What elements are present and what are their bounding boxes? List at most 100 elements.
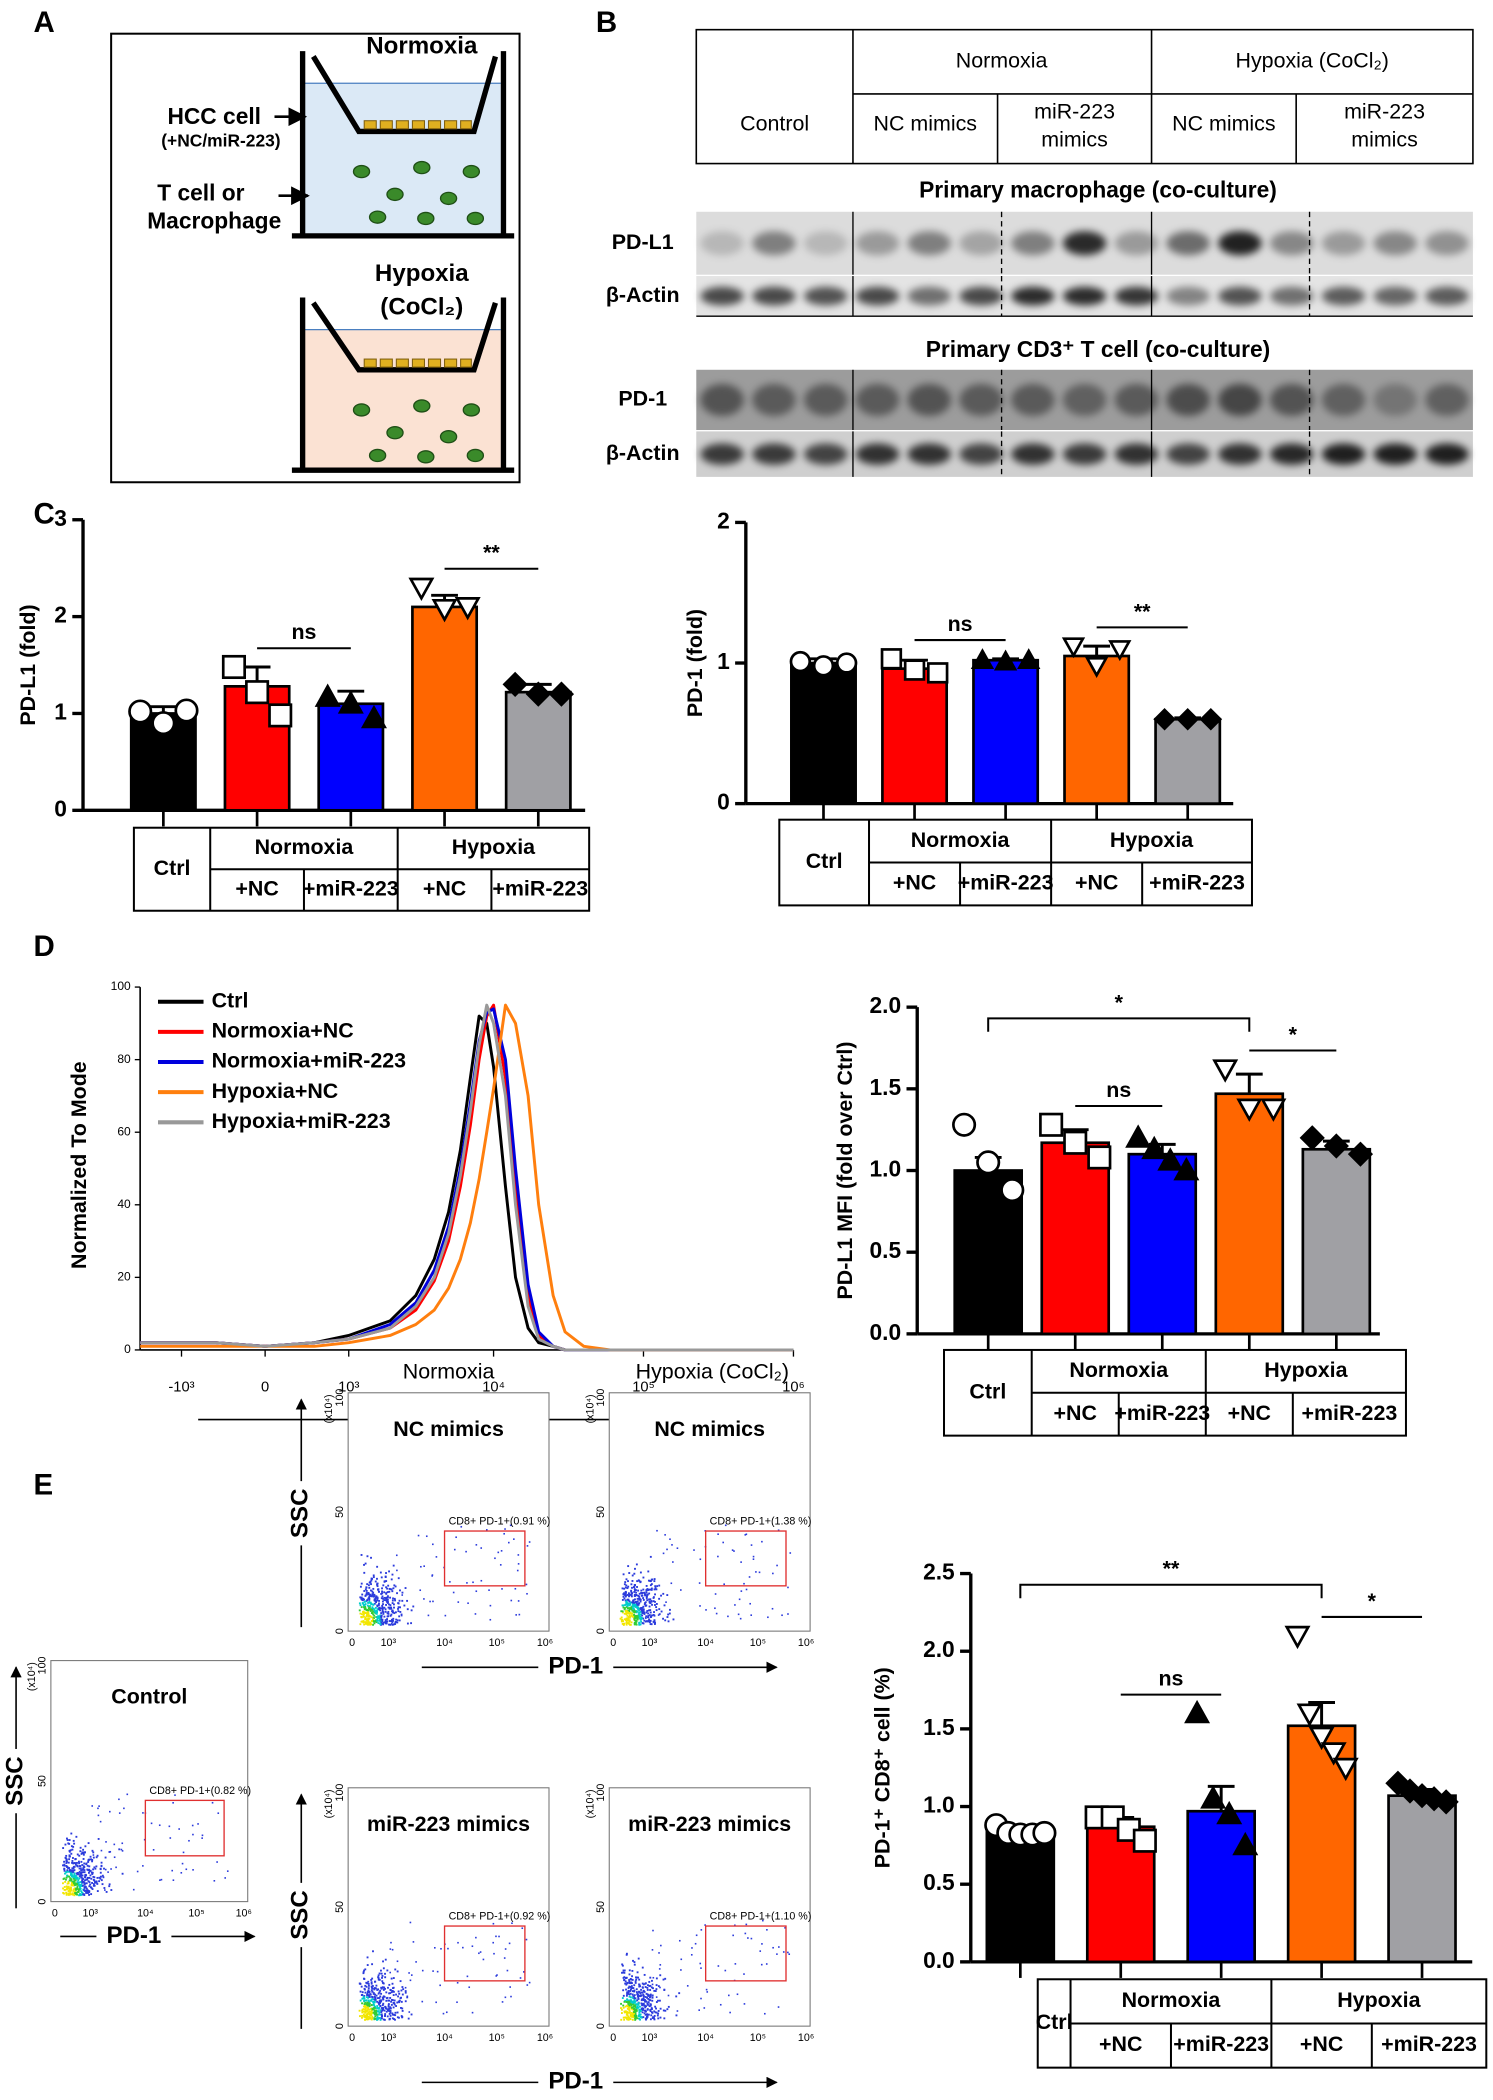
flow-event: [369, 1605, 371, 1608]
flow-event: [201, 1834, 204, 1837]
flow-event: [366, 1604, 369, 1607]
flow-event: [640, 1994, 643, 1997]
flow-event: [700, 1967, 702, 1969]
flow-event: [620, 1620, 623, 1623]
flow-event: [373, 1987, 376, 1989]
flow-event: [372, 1613, 375, 1616]
flow-event: [69, 1890, 72, 1893]
flow-event: [390, 1588, 393, 1591]
flow-event: [630, 2004, 633, 2007]
flow-event: [637, 1607, 640, 1610]
flow-event: [700, 1997, 702, 2000]
flow-event: [373, 1598, 376, 1601]
flow-event: [635, 1978, 638, 1981]
flow-event: [377, 1617, 380, 1619]
flow-event: [655, 1984, 658, 1987]
flow-event: [71, 1874, 74, 1877]
flow-event: [642, 1998, 644, 2001]
flow-event: [649, 1580, 652, 1583]
flow-event: [366, 1583, 369, 1586]
flow-event: [76, 1893, 79, 1896]
flow-event: [389, 1604, 392, 1607]
flow-event: [636, 1999, 639, 2002]
flow-event: [648, 1621, 651, 1624]
data-point: [1299, 1125, 1325, 1151]
flow-event: [393, 1584, 396, 1587]
gate-label: CD8+ PD-1+(1.38 %): [710, 1515, 812, 1527]
flow-event: [385, 1592, 388, 1595]
flow-event: [630, 2001, 633, 2003]
flow-event: [638, 2010, 641, 2012]
flow-event: [63, 1860, 66, 1863]
flow-event: [365, 1592, 368, 1595]
flow-dots: [620, 1919, 791, 2021]
flow-event: [676, 1547, 679, 1550]
flow-event: [623, 1618, 626, 1621]
flow-event: [639, 1611, 642, 1613]
flow-event: [143, 1838, 146, 1841]
data-point: [1200, 1785, 1227, 1809]
flow-event: [375, 2013, 378, 2016]
flow-event: [392, 1990, 395, 1993]
flow-event: [633, 1623, 636, 1626]
flow-event: [373, 1996, 376, 1998]
y-tick-label: 0.0: [923, 1947, 955, 1973]
flow-event: [675, 2014, 678, 2017]
flow-event: [90, 1886, 93, 1889]
flow-event: [629, 1992, 632, 1995]
flow-event: [398, 1619, 401, 1622]
flow-event: [624, 1581, 627, 1584]
flow-event: [74, 1892, 77, 1894]
flow-event: [98, 1880, 101, 1883]
flow-event: [77, 1873, 80, 1876]
flow-event: [628, 1616, 631, 1619]
flow-event: [77, 1871, 79, 1874]
flow-event: [381, 1976, 383, 1979]
data-point: [1017, 648, 1041, 670]
flow-event: [669, 1538, 671, 1541]
flow-event: [634, 2018, 637, 2021]
y-tick-label: 100: [111, 979, 131, 993]
flow-event: [706, 1991, 709, 1993]
flow-event: [381, 1587, 383, 1590]
flow-event: [717, 1555, 719, 1558]
flow-event: [74, 1858, 77, 1860]
flow-event: [364, 1984, 367, 1987]
y-tick-label: 100: [334, 1389, 346, 1407]
flow-event: [377, 2017, 380, 2019]
flow-event: [73, 1872, 76, 1875]
flow-event: [66, 1882, 69, 1885]
flow-event: [406, 1995, 409, 1998]
data-point: [337, 690, 364, 714]
flow-event: [651, 1614, 653, 1617]
flow-event: [636, 1618, 639, 1621]
flow-event: [382, 1967, 385, 1970]
flow-event: [363, 1600, 366, 1603]
flow-event: [370, 1556, 372, 1559]
flow-event: [70, 1879, 73, 1882]
data-point: [1296, 1703, 1323, 1727]
flow-event: [359, 1999, 362, 2002]
flow-event: [74, 1890, 77, 1893]
flow-event: [643, 2004, 645, 2007]
flow-event: [394, 1968, 397, 1971]
flow-event: [650, 2014, 653, 2017]
flow-event: [390, 1941, 392, 1944]
flow-event: [637, 1957, 640, 1960]
gate: [704, 1925, 787, 1982]
flow-plot-title: miR-223 mimics: [628, 1812, 791, 1836]
flow-event: [380, 1987, 383, 1990]
flow-event: [635, 1602, 638, 1604]
flow-event: [633, 1961, 636, 1964]
flow-event: [376, 1605, 379, 1608]
legend-label: Ctrl: [212, 988, 249, 1012]
flow-event: [368, 2013, 371, 2016]
flow-event: [633, 1994, 636, 1997]
flow-event: [371, 1593, 374, 1596]
flow-event: [630, 1978, 633, 1981]
category-label: Ctrl: [969, 1379, 1006, 1403]
category-label: +NC: [235, 877, 278, 901]
flow-event: [671, 1544, 673, 1546]
flow-event: [434, 1946, 436, 1949]
flow-event: [640, 1620, 643, 1623]
